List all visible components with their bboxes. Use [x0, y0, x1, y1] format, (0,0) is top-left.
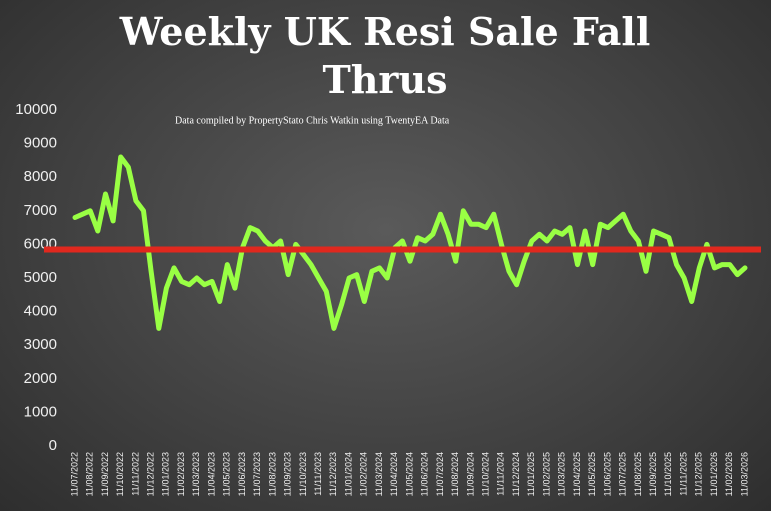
x-tick-label: 11/12/2025	[694, 452, 704, 496]
chart-title: Weekly UK Resi Sale Fall Thrus	[119, 9, 651, 102]
x-tick-label: 11/03/2026	[739, 452, 749, 496]
x-tick-label: 11/08/2022	[85, 452, 95, 496]
x-tick-label: 11/06/2024	[420, 452, 430, 496]
y-tick-label: 1000	[24, 403, 57, 420]
x-tick-label: 11/07/2023	[252, 452, 262, 496]
y-tick-label: 0	[49, 437, 57, 454]
x-tick-label: 11/10/2025	[663, 452, 673, 496]
x-tick-label: 11/04/2025	[572, 452, 582, 496]
x-tick-label: 11/05/2024	[404, 452, 414, 496]
x-tick-label: 11/12/2023	[328, 452, 338, 496]
x-tick-label: 11/10/2022	[115, 452, 125, 496]
x-tick-label: 11/07/2025	[618, 452, 628, 496]
y-tick-label: 8000	[24, 168, 57, 185]
x-tick-label: 11/05/2025	[587, 452, 597, 496]
x-tick-label: 11/03/2023	[191, 452, 201, 496]
x-tick-label: 11/05/2023	[222, 452, 232, 496]
data-line	[72, 154, 748, 331]
x-tick-label: 11/09/2023	[283, 452, 293, 496]
x-tick-label: 11/11/2023	[313, 452, 323, 496]
x-tick-label: 11/01/2025	[526, 452, 536, 496]
y-tick-label: 10000	[15, 101, 57, 118]
x-tick-label: 11/04/2023	[206, 452, 216, 496]
x-tick-label: 11/07/2022	[69, 452, 79, 496]
x-tick-label: 11/08/2024	[450, 452, 460, 496]
x-tick-label: 11/02/2024	[359, 452, 369, 496]
y-tick-label: 5000	[24, 269, 57, 286]
x-tick-label: 11/01/2023	[161, 452, 171, 496]
x-tick-label: 11/02/2023	[176, 452, 186, 496]
y-tick-label: 3000	[24, 336, 57, 353]
x-tick-label: 11/07/2024	[435, 452, 445, 496]
x-tick-label: 11/02/2025	[541, 452, 551, 496]
x-tick-label: 11/06/2023	[237, 452, 247, 496]
x-tick-label: 11/10/2023	[298, 452, 308, 496]
x-tick-label: 11/09/2022	[100, 452, 110, 496]
annotation: Data compiled by PropertyStato Chris Wat…	[175, 115, 450, 126]
x-tick-label: 11/01/2026	[709, 452, 719, 496]
x-tick-label: 11/09/2025	[648, 452, 658, 496]
x-tick-label: 11/02/2026	[724, 452, 734, 496]
x-tick-label: 11/08/2023	[267, 452, 277, 496]
y-tick-label: 2000	[24, 370, 57, 387]
x-tick-label: 11/11/2025	[678, 452, 688, 496]
y-tick-label: 7000	[24, 202, 57, 219]
x-tick-label: 11/03/2024	[374, 452, 384, 496]
x-tick-label: 11/06/2025	[602, 452, 612, 496]
x-tick-label: 11/08/2025	[633, 452, 643, 496]
x-tick-label: 11/03/2025	[557, 452, 567, 496]
x-tick-label: 11/12/2024	[511, 452, 521, 496]
x-tick-label: 11/10/2024	[481, 452, 491, 496]
x-tick-label: 11/09/2024	[465, 452, 475, 496]
y-tick-label: 9000	[24, 135, 57, 152]
x-tick-label: 11/11/2024	[496, 452, 506, 496]
x-tick-label: 11/04/2024	[389, 452, 399, 496]
x-tick-label: 11/01/2024	[343, 452, 353, 496]
x-tick-label: 11/11/2022	[130, 452, 140, 496]
x-tick-label: 11/12/2022	[146, 452, 156, 496]
y-tick-label: 4000	[24, 303, 57, 320]
